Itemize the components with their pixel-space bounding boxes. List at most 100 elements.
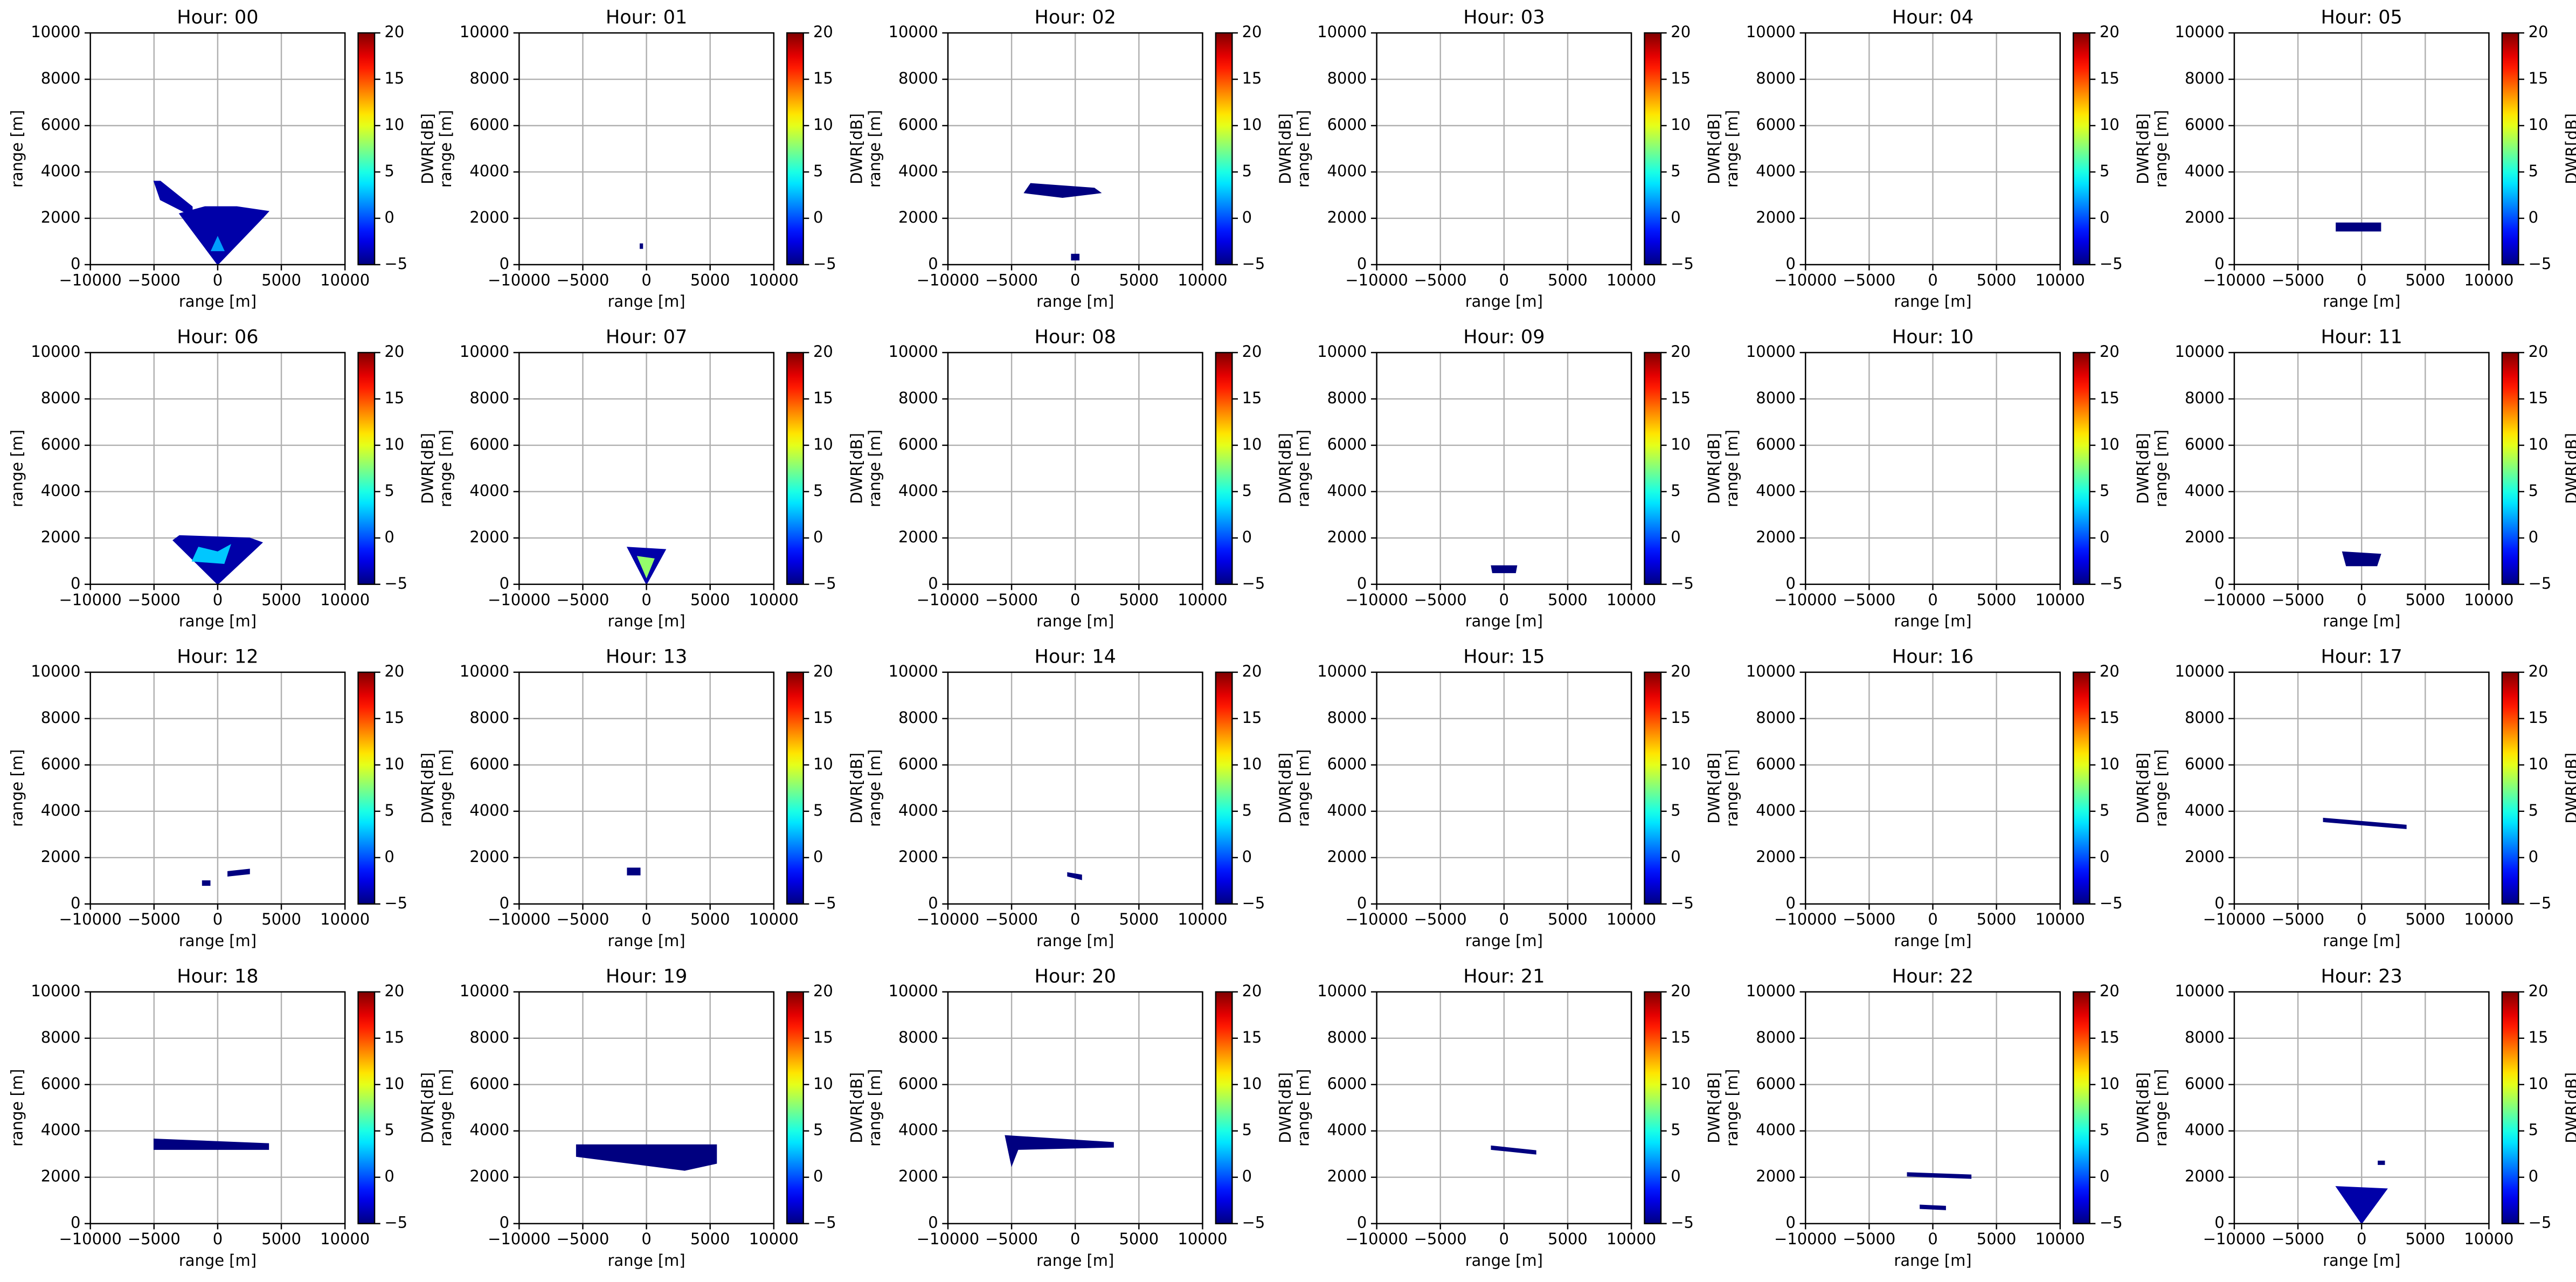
y-tick-label: 2000 — [1756, 847, 1796, 866]
colorbar-tick-label: −5 — [813, 894, 836, 912]
y-axis-label: range [m] — [1723, 749, 1741, 827]
colorbar-tick-label: −5 — [2100, 254, 2123, 273]
colorbar-tick-label: 0 — [1671, 528, 1680, 546]
colorbar-tick-label: 15 — [2529, 708, 2549, 727]
axes-frame — [518, 351, 775, 585]
x-tick-label: −10000 — [59, 1230, 121, 1248]
x-tick-label: −10000 — [59, 271, 121, 289]
colorbar-tick-label: 20 — [384, 982, 404, 1000]
colorbar-tick-label: 20 — [2529, 662, 2549, 680]
colorbar-tick-label: 0 — [1242, 847, 1252, 866]
y-tick-label: 8000 — [1756, 389, 1796, 407]
colorbar-tick-label: 5 — [2100, 1121, 2109, 1139]
x-tick-label: 10000 — [320, 271, 370, 289]
colorbar-label: DWR[dB] — [847, 753, 865, 824]
y-axis-label: range [m] — [1723, 430, 1741, 507]
colorbar-label: DWR[dB] — [1276, 1072, 1294, 1143]
y-tick-label: 0 — [928, 894, 938, 912]
colorbar-tick-label: −5 — [384, 254, 407, 273]
y-tick-label: 4000 — [2185, 162, 2225, 180]
y-tick-label: 10000 — [2175, 23, 2225, 41]
subplot: Hour: 01 −10000 −5000 0 5000 10000 0 2000 4000 60… — [437, 6, 865, 311]
x-tick-label: 5000 — [2405, 271, 2445, 289]
x-tick-label: 5000 — [690, 271, 730, 289]
axes-frame — [947, 991, 1203, 1224]
colorbar-tick-label: 15 — [1242, 1028, 1262, 1046]
colorbar-tick-label: 10 — [813, 1074, 833, 1093]
colorbar-tick-label: 0 — [1242, 528, 1252, 546]
y-tick-label: 8000 — [1327, 389, 1367, 407]
y-tick-label: 0 — [928, 1214, 938, 1232]
colorbar-tick-label: 10 — [384, 755, 404, 773]
colorbar-tick-label: 15 — [2100, 389, 2120, 407]
x-axis-label: range [m] — [2323, 1251, 2400, 1270]
y-axis-label: range [m] — [1294, 1069, 1312, 1147]
x-tick-label: −10000 — [917, 590, 979, 609]
x-tick-label: 0 — [1499, 910, 1509, 928]
dwr-region — [1491, 565, 1518, 574]
y-tick-label: 2000 — [1756, 1167, 1796, 1185]
colorbar-label: DWR[dB] — [419, 753, 437, 824]
colorbar — [357, 32, 376, 266]
y-tick-label: 10000 — [1746, 23, 1796, 41]
colorbar-tick-label: 0 — [1242, 1167, 1252, 1185]
x-tick-label: −5000 — [1843, 910, 1895, 928]
x-axis-label: range [m] — [179, 932, 257, 950]
subplot: Hour: 17 −10000 −5000 0 5000 10000 0 2000 4000 60… — [2152, 645, 2576, 949]
y-tick-label: 6000 — [2185, 115, 2225, 134]
colorbar-tick-label: 5 — [813, 1121, 823, 1139]
x-tick-label: −10000 — [1345, 271, 1408, 289]
x-tick-label: −5000 — [1414, 590, 1467, 609]
x-axis-label: range [m] — [607, 932, 685, 950]
colorbar — [1215, 671, 1233, 905]
y-tick-label: 10000 — [460, 342, 509, 361]
y-tick-label: 6000 — [469, 435, 509, 453]
colorbar-tick-label: 5 — [384, 162, 394, 180]
x-tick-label: −5000 — [1843, 1230, 1895, 1248]
x-tick-label: −10000 — [2203, 910, 2266, 928]
x-tick-label: −10000 — [488, 910, 550, 928]
y-tick-label: 2000 — [1756, 528, 1796, 546]
y-tick-label: 0 — [71, 574, 80, 592]
colorbar-tick-label: 0 — [1671, 208, 1680, 226]
y-tick-label: 6000 — [2185, 435, 2225, 453]
axes-frame — [518, 991, 775, 1224]
y-tick-label: 2000 — [898, 528, 938, 546]
y-axis-label: range [m] — [437, 749, 455, 827]
colorbar-label: DWR[dB] — [2134, 113, 2152, 184]
x-tick-label: 10000 — [749, 590, 799, 609]
subplot-title: Hour: 21 — [1463, 965, 1545, 987]
colorbar-tick-label: 15 — [1242, 708, 1262, 727]
x-tick-label: 5000 — [1119, 1230, 1159, 1248]
x-tick-label: −5000 — [2272, 910, 2324, 928]
y-tick-label: 10000 — [2175, 662, 2225, 680]
y-tick-label: 0 — [500, 1214, 509, 1232]
colorbar-tick-label: 0 — [2529, 847, 2538, 866]
y-tick-label: 8000 — [1756, 708, 1796, 727]
colorbar-label: DWR[dB] — [847, 433, 865, 504]
x-tick-label: 10000 — [1178, 271, 1227, 289]
x-tick-label: 0 — [213, 910, 223, 928]
y-tick-label: 2000 — [469, 1167, 509, 1185]
x-tick-label: −5000 — [2272, 1230, 2324, 1248]
colorbar-tick-label: 10 — [384, 435, 404, 453]
colorbar-tick-label: 20 — [1671, 342, 1691, 361]
colorbar — [786, 991, 804, 1224]
colorbar-tick-label: 20 — [2529, 342, 2549, 361]
x-axis-label: range [m] — [1465, 612, 1543, 630]
x-tick-label: −10000 — [1345, 910, 1408, 928]
x-tick-label: −10000 — [917, 1230, 979, 1248]
x-tick-label: 5000 — [1548, 590, 1588, 609]
colorbar-tick-label: 10 — [813, 435, 833, 453]
colorbar-tick-label: 20 — [2100, 982, 2120, 1000]
colorbar-tick-label: 0 — [2529, 208, 2538, 226]
x-tick-label: 5000 — [690, 1230, 730, 1248]
x-tick-label: 10000 — [1606, 590, 1656, 609]
y-tick-label: 10000 — [1746, 342, 1796, 361]
x-tick-label: 10000 — [1178, 590, 1227, 609]
colorbar-tick-label: 10 — [1242, 1074, 1262, 1093]
colorbar-tick-label: 20 — [384, 662, 404, 680]
colorbar-tick-label: 5 — [1671, 1121, 1680, 1139]
colorbar-tick-label: 20 — [1671, 23, 1691, 41]
x-axis-label: range [m] — [2323, 612, 2400, 630]
